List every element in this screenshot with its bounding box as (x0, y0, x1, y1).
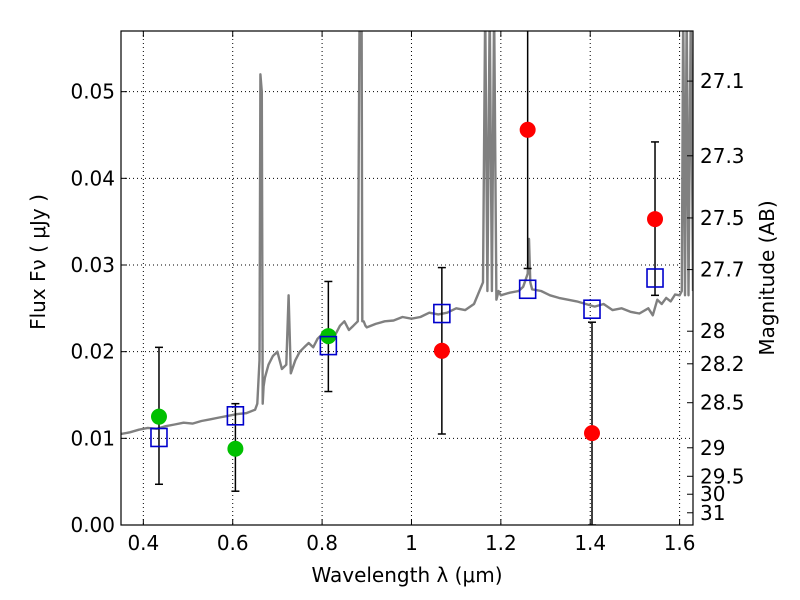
model-square-marker (150, 427, 168, 448)
right-tick-label: 30 (700, 482, 725, 506)
right-tick-label: 29.5 (700, 464, 745, 488)
spectrum-layer (121, 31, 693, 436)
right-tick-label: 27.5 (700, 206, 745, 230)
right-tick-label: 28.5 (700, 391, 745, 415)
right-tick-label: 27.1 (700, 69, 745, 93)
spectrum-line (121, 31, 693, 436)
right-axis-title: Magnitude (AB) (755, 200, 779, 355)
right-tick-label: 27.7 (700, 258, 745, 282)
model-square-marker (319, 335, 338, 356)
data-point-marker (584, 425, 601, 442)
right-tick-label: 29 (700, 436, 725, 460)
right-tick-label: 28.2 (700, 352, 745, 376)
y-tick-label: 0.04 (70, 166, 115, 190)
x-tick-label: 0.4 (127, 531, 159, 555)
x-tick-label: 1 (405, 531, 418, 555)
y-tick-label: 0.00 (70, 513, 115, 537)
squares-layer (150, 268, 664, 448)
model-square-marker (646, 268, 664, 288)
model-square-marker (226, 405, 245, 426)
y-tick-label: 0.01 (70, 426, 115, 450)
y-axis-title: Flux Fν ( μJy ) (26, 194, 50, 330)
axis-ticks (121, 31, 693, 526)
x-tick-label: 1.2 (485, 531, 517, 555)
right-tick-label: 28 (700, 319, 725, 343)
model-square-marker (433, 303, 451, 324)
y-tick-label: 0.03 (70, 253, 115, 277)
y-tick-label: 0.02 (70, 340, 115, 364)
x-axis-title: Wavelength λ (μm) (311, 563, 502, 587)
data-point-marker (150, 408, 167, 425)
right-tick-label: 27.3 (700, 144, 745, 168)
points-layer (150, 121, 664, 457)
x-tick-label: 0.8 (306, 531, 338, 555)
x-tick-label: 1.6 (664, 531, 696, 555)
y-tick-label: 0.05 (70, 80, 115, 104)
data-point-marker (647, 211, 664, 228)
model-square-marker (583, 299, 601, 320)
x-tick-label: 0.6 (217, 531, 249, 555)
x-tick-label: 1.4 (574, 531, 606, 555)
right-tick-label: 31 (700, 501, 725, 525)
axis-tick-labels: 0.4 0.6 0.8 1 1.2 1.4 1.6 0.00 0.01 0.02 0.03 0.04 0… (70, 69, 744, 555)
data-point-marker (227, 440, 244, 457)
grid-lines (121, 31, 693, 526)
plot-frame (120, 30, 694, 526)
data-point-marker (519, 121, 536, 138)
data-point-marker (433, 342, 450, 359)
model-square-marker (518, 279, 537, 300)
